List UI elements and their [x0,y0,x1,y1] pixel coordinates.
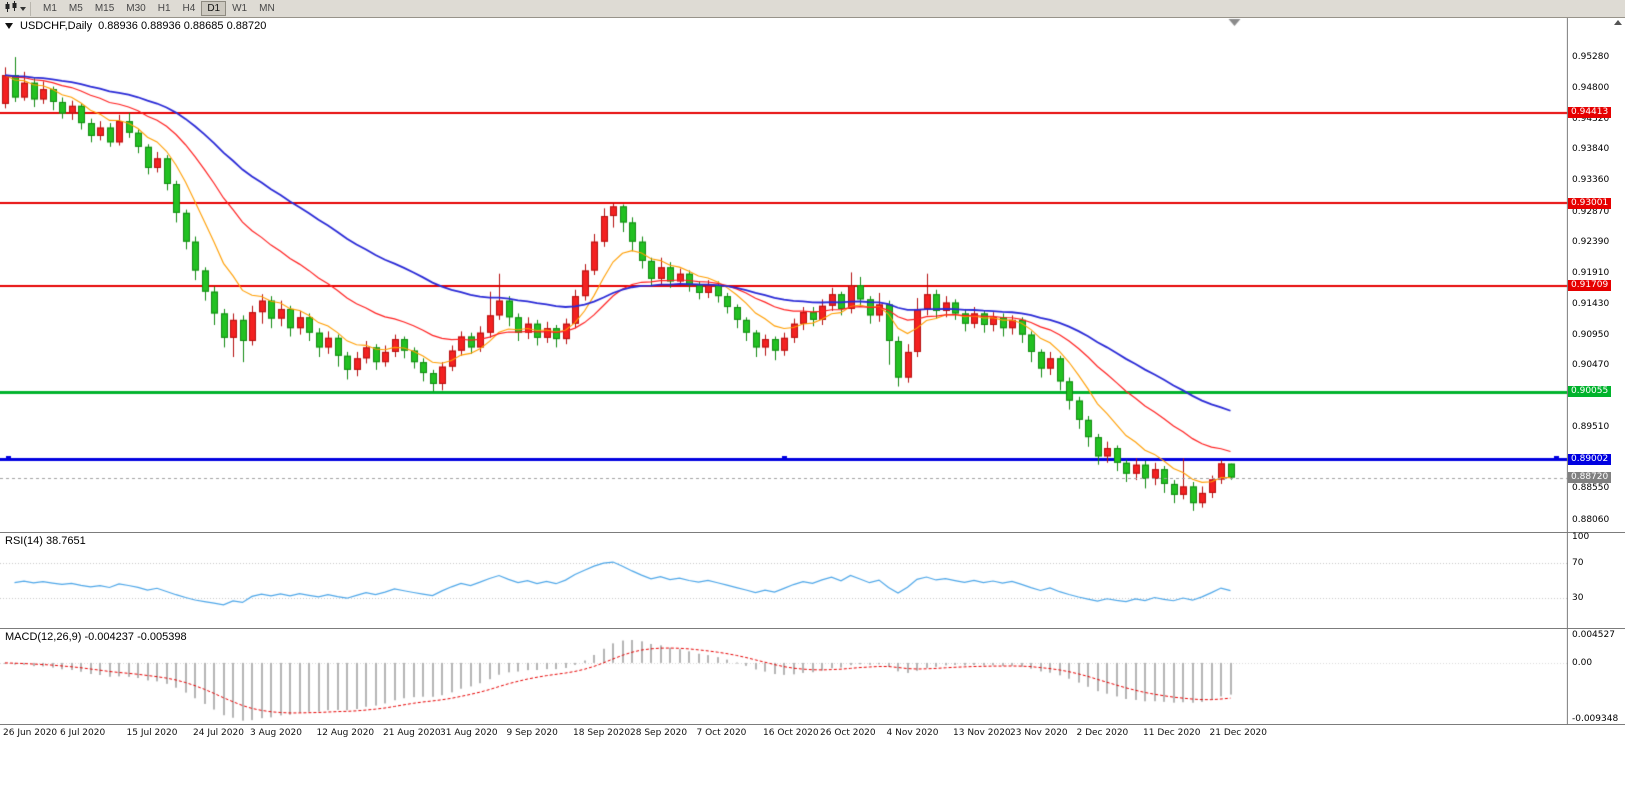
chart-symbol-label: USDCHF,Daily [20,20,93,32]
time-axis-label: 13 Nov 2020 [953,728,1011,738]
price-tick-label: 0.95280 [1572,52,1610,63]
price-line-label: 0.93001 [1568,197,1612,209]
chart-ohlc-values: 0.88936 0.88936 0.88685 0.88720 [98,20,267,32]
price-tick-label: 0.88550 [1572,483,1610,494]
price-panel: 0.95280 0.94800 0.94320 0.93840 0.93360 0.928… [0,18,1625,533]
time-axis-label: 21 Dec 2020 [1209,728,1268,738]
time-axis-label: 26 Oct 2020 [820,728,876,738]
timeframe-button-m30[interactable]: M30 [126,3,146,14]
time-axis-label: 31 Aug 2020 [440,728,498,738]
time-axis-label: 9 Sep 2020 [506,728,558,738]
time-axis-label: 28 Sep 2020 [630,728,688,738]
timeframe-buttons: M1 M5 M15 M30 H1 H4 D1 W1 MN [37,1,281,16]
price-tick-label: 0.91430 [1572,298,1610,309]
timeframe-button-m5[interactable]: M5 [68,3,83,14]
macd-tick-label: 0.004527 [1572,630,1615,641]
rsi-tick-label: 30 [1572,592,1584,603]
macd-panel: 0.004527 0.00 -0.009348 MACD(12,26,9) -0.0… [0,629,1625,725]
timeframe-button-mn[interactable]: MN [259,3,275,14]
macd-axis[interactable]: 0.004527 0.00 -0.009348 [1568,629,1625,724]
price-tick-label: 0.91910 [1572,268,1610,279]
timeframe-button-h4[interactable]: H4 [182,3,196,14]
caret-down-icon [20,6,26,11]
time-axis-label: 11 Dec 2020 [1143,728,1201,738]
price-scale-arrow-icon[interactable] [1614,20,1622,25]
timeframe-button-d1[interactable]: D1 [201,1,227,16]
time-axis-label: 4 Nov 2020 [886,728,939,738]
macd-indicator-label: MACD(12,26,9) -0.004237 -0.005398 [5,631,187,643]
price-tick-label: 0.89510 [1572,421,1610,432]
price-line-label: 0.94413 [1568,107,1612,119]
time-axis-label: 23 Nov 2020 [1010,728,1068,738]
price-tick-label: 0.94320 [1572,113,1610,124]
one-click-trading-icon[interactable] [5,23,13,29]
price-tick-label: 0.93840 [1572,144,1610,155]
time-axis-label: 12 Aug 2020 [316,728,375,738]
price-tick-label: 0.93360 [1572,175,1610,186]
timeframe-button-w1[interactable]: W1 [232,3,248,14]
price-line-label: 0.91709 [1568,280,1612,292]
time-axis-label: 21 Aug 2020 [383,728,441,738]
time-axis-label: 15 Jul 2020 [126,728,178,738]
price-tick-label: 0.92390 [1572,237,1610,248]
price-tick-label: 0.90950 [1572,329,1610,340]
timeframe-toolbar: M1 M5 M15 M30 H1 H4 D1 W1 MN [0,0,1625,18]
time-axis-label: 6 Jul 2020 [60,728,106,738]
rsi-indicator-label: RSI(14) 38.7651 [5,535,86,547]
chart-workspace: 0.95280 0.94800 0.94320 0.93840 0.93360 0.928… [0,18,1625,742]
price-line-label: 0.90055 [1568,386,1612,398]
rsi-axis[interactable]: 100 70 30 [1568,532,1625,628]
time-axis-label: 26 Jun 2020 [3,728,58,738]
price-line-label: 0.88720 [1568,472,1612,484]
rsi-panel: 100 70 30 RSI(14) 38.7651 [0,532,1625,629]
timeframe-button-m15[interactable]: M15 [94,3,115,14]
time-axis-label: 7 Oct 2020 [696,728,747,738]
time-axis-label: 2 Dec 2020 [1076,728,1129,738]
timeframe-button-m1[interactable]: M1 [43,3,57,14]
price-tick-label: 0.90470 [1572,360,1610,371]
time-axis[interactable]: 26 Jun 2020 6 Jul 2020 15 Jul 2020 24 Jul 2… [0,725,1625,742]
macd-tick-label: -0.009348 [1572,714,1619,725]
time-axis-label: 18 Sep 2020 [573,728,631,738]
rsi-tick-label: 100 [1572,532,1590,543]
time-axis-label: 3 Aug 2020 [250,728,302,738]
timeframe-button-h1[interactable]: H1 [157,3,171,14]
price-tick-label: 0.92870 [1572,206,1610,217]
price-chart-canvas[interactable] [0,18,1568,532]
candlestick-chart-icon [5,0,18,18]
price-line-label: 0.89002 [1568,453,1612,465]
rsi-tick-label: 70 [1572,558,1584,569]
time-axis-label: 16 Oct 2020 [763,728,819,738]
time-axis-label: 24 Jul 2020 [193,728,244,738]
rsi-canvas[interactable] [0,533,1568,628]
price-tick-label: 0.94800 [1572,82,1610,93]
chart-type-tool[interactable] [4,0,31,18]
macd-tick-label: 0.00 [1572,657,1593,668]
price-tick-label: 0.88060 [1572,514,1610,525]
macd-canvas[interactable] [0,629,1568,724]
price-axis[interactable]: 0.95280 0.94800 0.94320 0.93840 0.93360 0.928… [1568,18,1625,532]
chart-title: USDCHF,Daily 0.88936 0.88936 0.88685 0.8… [5,20,266,32]
